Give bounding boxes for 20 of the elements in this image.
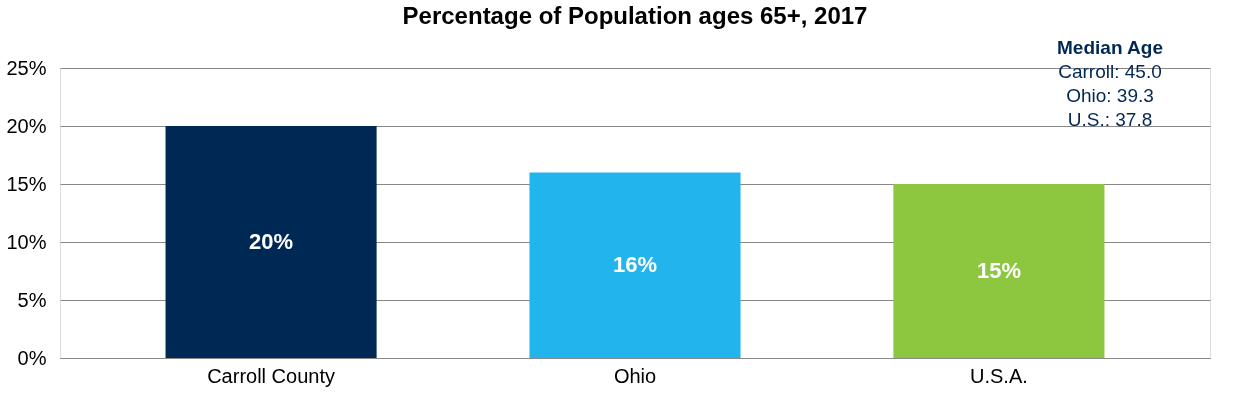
chart-title: Percentage of Population ages 65+, 2017 xyxy=(402,2,868,29)
y-tick-label: 25% xyxy=(6,56,47,79)
bar xyxy=(165,126,377,358)
annotation: Ohio: 39.3 xyxy=(1066,85,1154,106)
y-tick-label: 15% xyxy=(6,172,47,195)
annotation: U.S.: 37.8 xyxy=(1067,109,1153,130)
y-tick-label: 20% xyxy=(6,114,47,137)
y-tick-label: 0% xyxy=(17,346,47,369)
x-tick-label: U.S.A. xyxy=(970,364,1028,387)
annotation: Carroll: 45.0 xyxy=(1058,61,1162,82)
x-tick-label: Ohio xyxy=(613,364,657,387)
data-label: 15% xyxy=(976,258,1021,283)
data-label: 16% xyxy=(612,252,658,278)
text: Median Age xyxy=(1057,37,1163,58)
x-tick-label: Carroll County xyxy=(207,364,335,387)
bar xyxy=(529,172,741,358)
data-label: 20% xyxy=(249,229,294,254)
y-tick-label: 10% xyxy=(6,230,47,253)
y-tick-label: 5% xyxy=(17,288,47,311)
bar xyxy=(893,184,1105,358)
